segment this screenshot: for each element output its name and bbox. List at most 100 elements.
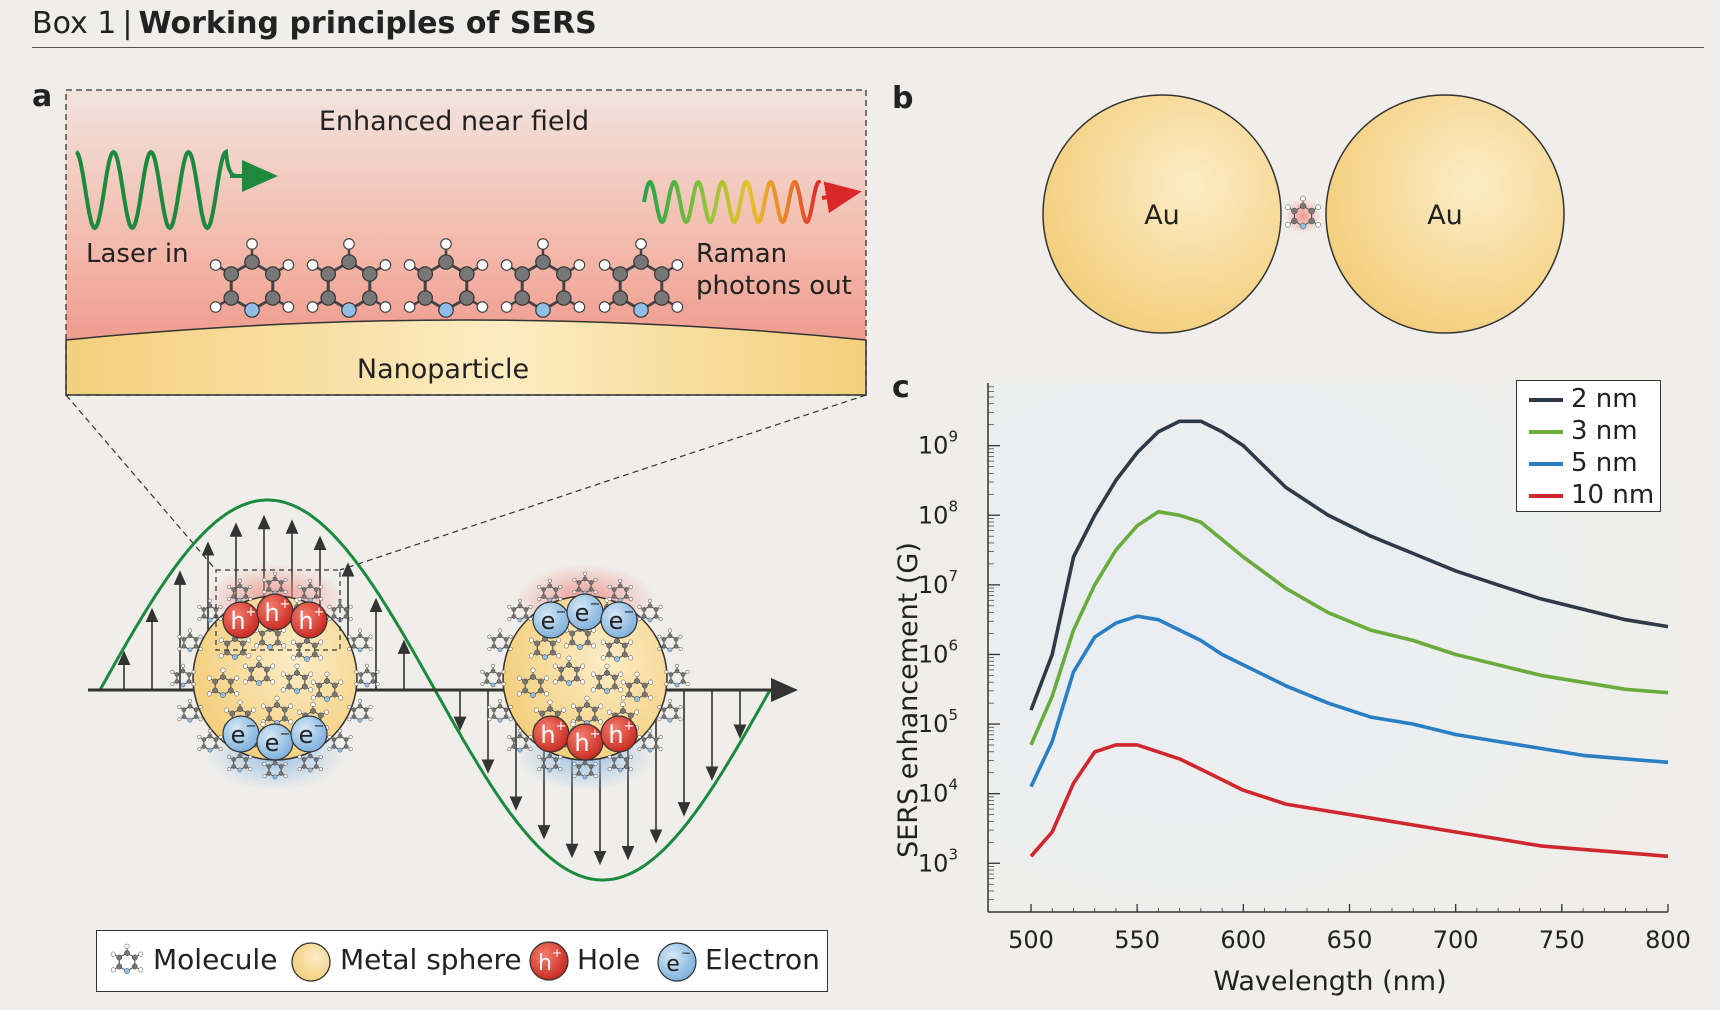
molecule [218, 629, 252, 660]
raman-label-1: Raman [696, 239, 787, 269]
charge-symbol: e [575, 599, 590, 627]
molecule [209, 238, 295, 318]
molecule [537, 578, 563, 603]
charge-sign: − [556, 605, 567, 620]
molecule [260, 695, 294, 726]
hole-icon-sup: + [552, 946, 562, 960]
molecule [657, 628, 683, 653]
molecule [487, 698, 513, 723]
y-axis-label: SERS enhancement (G) [893, 542, 924, 858]
molecule [177, 698, 203, 723]
raman-arrow [821, 181, 862, 214]
molecule [500, 238, 586, 318]
legend-hole-label: Hole [577, 943, 641, 976]
legend-c: 2 nm 3 nm 5 nm 10 nm [1516, 380, 1661, 512]
hole-charge: h + [222, 601, 260, 639]
molecule [197, 728, 223, 753]
molecule [637, 598, 663, 623]
au-sphere-right [1325, 94, 1565, 334]
nanoparticle-surface [65, 319, 867, 396]
charge-symbol: h [264, 599, 279, 627]
molecule [507, 598, 533, 623]
hole-charge: h + [566, 723, 604, 761]
legend-a: h + e − Molecule Metal sphere Hole Elect… [96, 930, 828, 992]
molecule [206, 667, 240, 698]
hole-charge: h + [256, 593, 294, 631]
x-tick-label: 550 [1114, 926, 1160, 954]
x-axis-label: Wavelength (nm) [1213, 966, 1446, 997]
hole-charge: h + [600, 715, 638, 753]
chart-axes: 500 550 600 650 700 750 8001031041051061071081… [918, 383, 1691, 954]
metal-sphere-icon [291, 942, 331, 982]
zoom-line-left [65, 394, 217, 571]
near-field-label: Enhanced near field [319, 106, 589, 137]
electron-icon-symbol: e [666, 952, 680, 977]
molecule [480, 663, 506, 688]
near-field-inset: Enhanced near field Nanoparticle Laser i… [65, 89, 867, 396]
y-tick-exponent: 5 [948, 706, 958, 724]
legend-swatch [1529, 398, 1563, 402]
charge-sign: − [624, 605, 635, 620]
molecule [537, 748, 563, 773]
electron-charge: e − [566, 593, 604, 631]
charge-sign: + [590, 727, 601, 742]
x-tick-label: 800 [1645, 926, 1691, 954]
charge-symbol: e [541, 607, 556, 635]
zoom-line-right [339, 394, 867, 571]
molecule [507, 728, 533, 753]
charge-symbol: h [230, 607, 245, 635]
molecule [572, 571, 598, 596]
adsorbed-molecules [209, 238, 684, 318]
molecule [306, 238, 392, 318]
legend-label: 2 nm [1571, 384, 1638, 414]
molecule [552, 655, 586, 686]
molecule-icon [110, 943, 144, 974]
zoom-region [215, 569, 341, 651]
molecule [347, 628, 373, 653]
molecule [563, 619, 597, 650]
header-separator: | [122, 6, 133, 41]
y-tick-exponent: 7 [948, 567, 958, 585]
x-tick-label: 600 [1220, 926, 1266, 954]
au-label-left: Au [1144, 200, 1180, 231]
box-label: Box 1 [32, 6, 117, 41]
series-line [1029, 510, 1669, 746]
legend-swatch [1529, 494, 1563, 498]
electron-charge: e − [256, 723, 294, 761]
raman-wave [642, 179, 822, 225]
legend-label: 3 nm [1571, 416, 1638, 446]
molecule [620, 671, 654, 702]
charge-sign: + [246, 605, 257, 620]
gap-molecule [1285, 195, 1321, 230]
hole-icon-symbol: h [538, 951, 552, 976]
legend-label: 10 nm [1571, 480, 1655, 510]
molecule [177, 628, 203, 653]
molecule [590, 663, 624, 694]
molecule [253, 619, 287, 650]
molecule [242, 655, 276, 686]
box-header: Box 1 | Working principles of SERS [32, 6, 597, 41]
electron-icon-sup: − [681, 946, 691, 960]
y-tick-exponent: 6 [948, 636, 958, 654]
x-tick-label: 700 [1433, 926, 1479, 954]
molecule [297, 578, 323, 603]
au-sphere-left [1042, 94, 1282, 334]
x-tick-label: 750 [1539, 926, 1585, 954]
molecule [637, 728, 663, 753]
legend-a-icons: h + e − [110, 941, 697, 982]
charge-sign: + [556, 719, 567, 734]
legend-swatch [1529, 430, 1563, 434]
charge-sign: − [590, 597, 601, 612]
charge-symbol: h [574, 729, 589, 757]
laser-label: Laser in [86, 239, 189, 269]
charge-symbol: e [609, 607, 624, 635]
chart-series [1029, 419, 1669, 859]
charge-symbol: h [608, 721, 623, 749]
molecule [297, 748, 323, 773]
legend-metal-sphere-label: Metal sphere [340, 943, 522, 976]
inset-frame [65, 89, 867, 396]
molecule [262, 571, 288, 596]
charge-symbol: e [265, 729, 280, 757]
